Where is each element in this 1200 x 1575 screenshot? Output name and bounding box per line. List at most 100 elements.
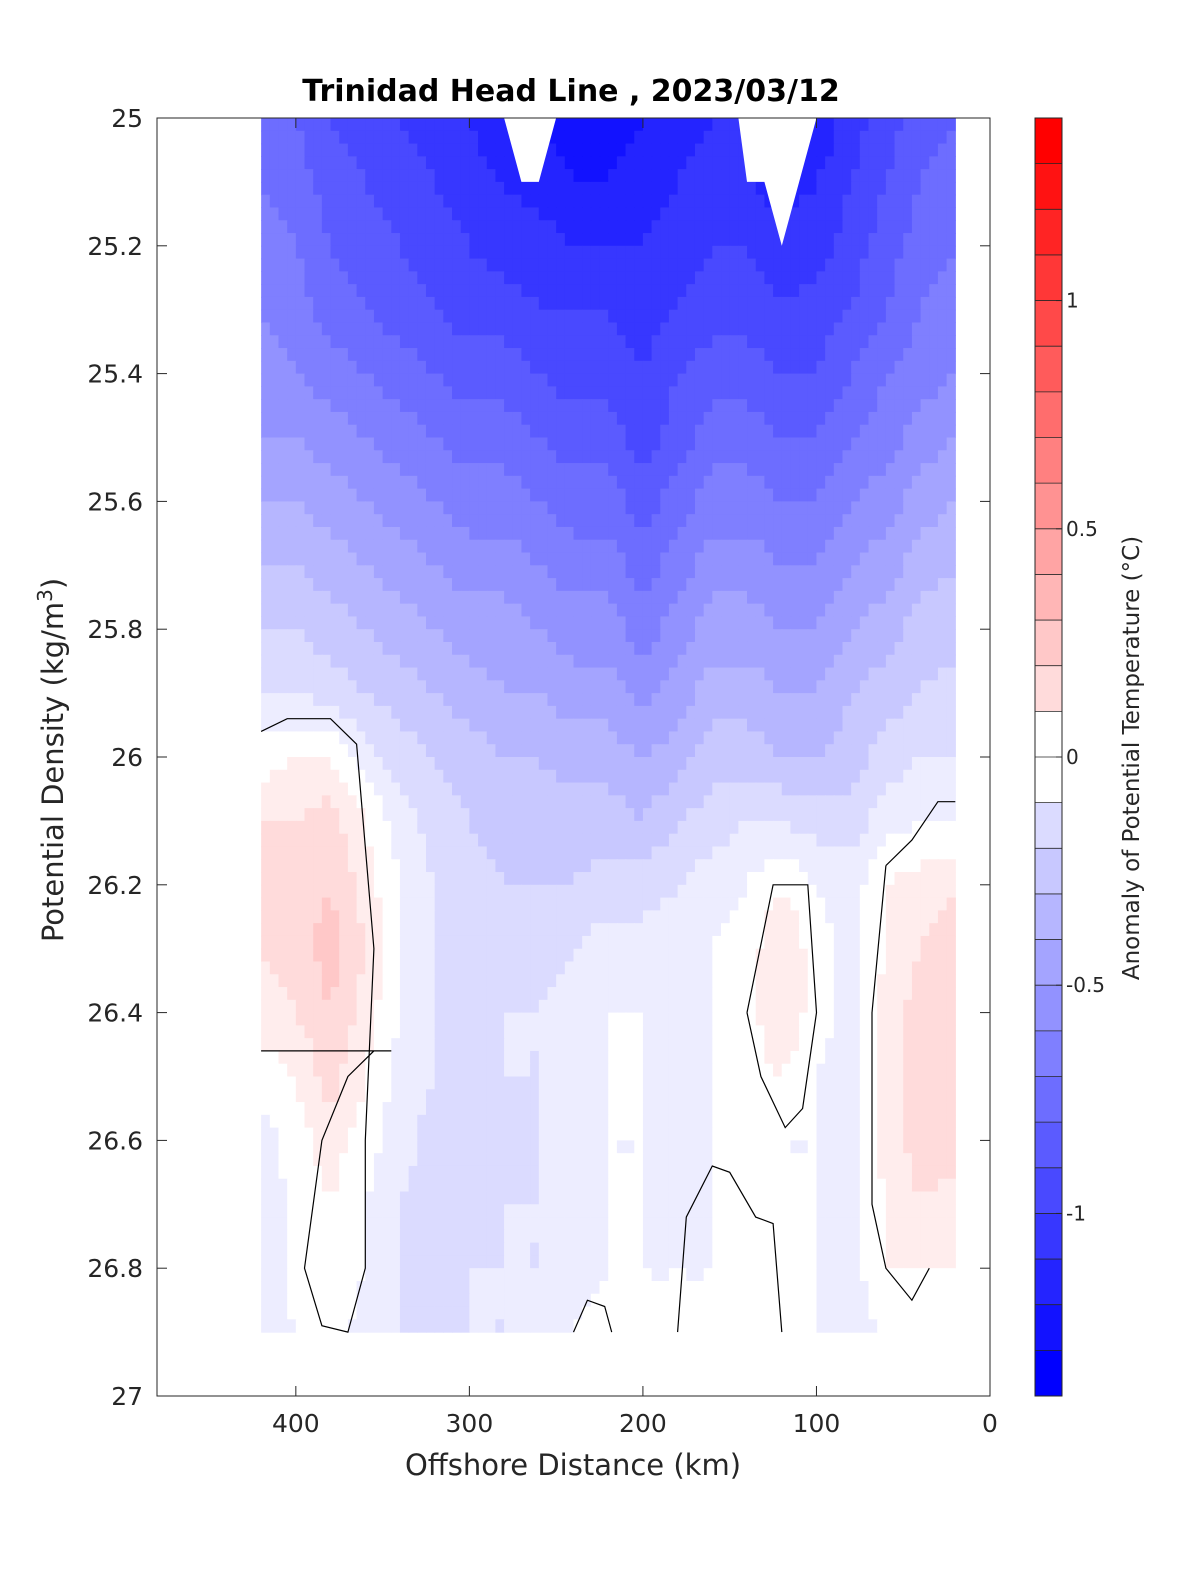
contour-cell — [269, 897, 280, 911]
contour-cell — [660, 526, 670, 541]
contour-cell — [564, 629, 575, 643]
contour-cell — [313, 859, 323, 873]
contour-cell — [929, 220, 939, 234]
contour-cell — [304, 897, 314, 911]
contour-cell — [712, 130, 722, 145]
contour-cell — [894, 641, 904, 656]
contour-cell — [894, 411, 904, 426]
contour-cell — [738, 194, 748, 209]
contour-cell — [668, 565, 679, 579]
contour-cell — [425, 897, 436, 911]
contour-cell — [651, 514, 661, 528]
contour-cell — [616, 833, 627, 848]
contour-cell — [538, 731, 549, 745]
contour-cell — [755, 872, 765, 886]
contour-cell — [321, 744, 332, 758]
contour-cell — [313, 616, 323, 630]
contour-cell — [304, 322, 314, 336]
contour-cell — [721, 833, 731, 848]
contour-cell — [295, 360, 306, 375]
contour-cell — [616, 258, 627, 272]
contour-cell — [825, 411, 835, 426]
contour-cell — [738, 820, 748, 835]
contour-cell — [452, 437, 462, 451]
contour-cell — [721, 897, 731, 911]
contour-cell — [478, 463, 488, 477]
contour-cell — [564, 475, 575, 490]
contour-cell — [799, 757, 809, 771]
contour-cell — [443, 693, 453, 707]
contour-cell — [399, 501, 410, 515]
contour-cell — [599, 603, 609, 618]
contour-cell — [911, 820, 922, 835]
contour-cell — [660, 181, 670, 196]
contour-cell — [582, 654, 592, 669]
contour-cell — [729, 169, 739, 183]
contour-cell — [556, 590, 566, 605]
contour-cell — [556, 641, 566, 656]
contour-cell — [399, 667, 410, 681]
contour-cell — [851, 629, 861, 643]
contour-cell — [287, 757, 297, 771]
contour-cell — [564, 488, 575, 502]
contour-cell — [530, 220, 540, 234]
contour-cell — [660, 475, 670, 490]
contour-cell — [920, 769, 930, 784]
contour-cell — [486, 424, 497, 439]
contour-cell — [347, 833, 358, 848]
contour-cell — [833, 245, 844, 260]
contour-cell — [478, 245, 488, 260]
contour-cell — [382, 488, 392, 502]
contour-cell — [608, 833, 618, 848]
contour-cell — [764, 731, 774, 745]
contour-cell — [373, 386, 384, 400]
contour-cell — [634, 693, 644, 707]
contour-cell — [391, 897, 401, 911]
contour-cell — [625, 399, 635, 413]
contour-cell — [920, 705, 930, 720]
contour-cell — [842, 143, 852, 157]
contour-cell — [278, 603, 288, 618]
contour-cell — [660, 897, 670, 911]
contour-cell — [356, 897, 366, 911]
contour-cell — [573, 718, 583, 733]
contour-cell — [651, 322, 661, 336]
contour-cell — [946, 245, 956, 260]
contour-cell — [278, 335, 288, 349]
contour-cell — [781, 897, 792, 911]
contour-cell — [321, 411, 332, 426]
contour-cell — [807, 501, 818, 515]
contour-cell — [755, 386, 765, 400]
contour-cell — [816, 130, 826, 145]
contour-cell — [642, 143, 653, 157]
contour-cell — [651, 705, 661, 720]
contour-cell — [842, 309, 852, 324]
contour-cell — [851, 271, 861, 285]
contour-cell — [295, 296, 306, 311]
contour-cell — [564, 437, 575, 451]
contour-cell — [443, 514, 453, 528]
contour-cell — [616, 348, 627, 362]
contour-cell — [859, 488, 870, 502]
contour-cell — [668, 590, 679, 605]
contour-cell — [399, 539, 410, 554]
contour-cell — [278, 667, 288, 681]
contour-cell — [269, 539, 280, 554]
contour-cell — [764, 590, 774, 605]
contour-cell — [721, 360, 731, 375]
contour-cell — [616, 463, 627, 477]
contour-cell — [833, 169, 844, 183]
contour-cell — [582, 552, 592, 566]
contour-cell — [460, 450, 470, 464]
contour-cell — [287, 488, 297, 502]
contour-cell — [911, 130, 922, 145]
contour-cell — [634, 705, 644, 720]
contour-cell — [417, 897, 427, 911]
contour-cell — [504, 820, 514, 835]
contour-cell — [425, 220, 436, 234]
contour-cell — [773, 744, 783, 758]
contour-cell — [651, 654, 661, 669]
contour-cell — [738, 514, 748, 528]
contour-cell — [452, 526, 462, 541]
contour-cell — [807, 884, 818, 899]
